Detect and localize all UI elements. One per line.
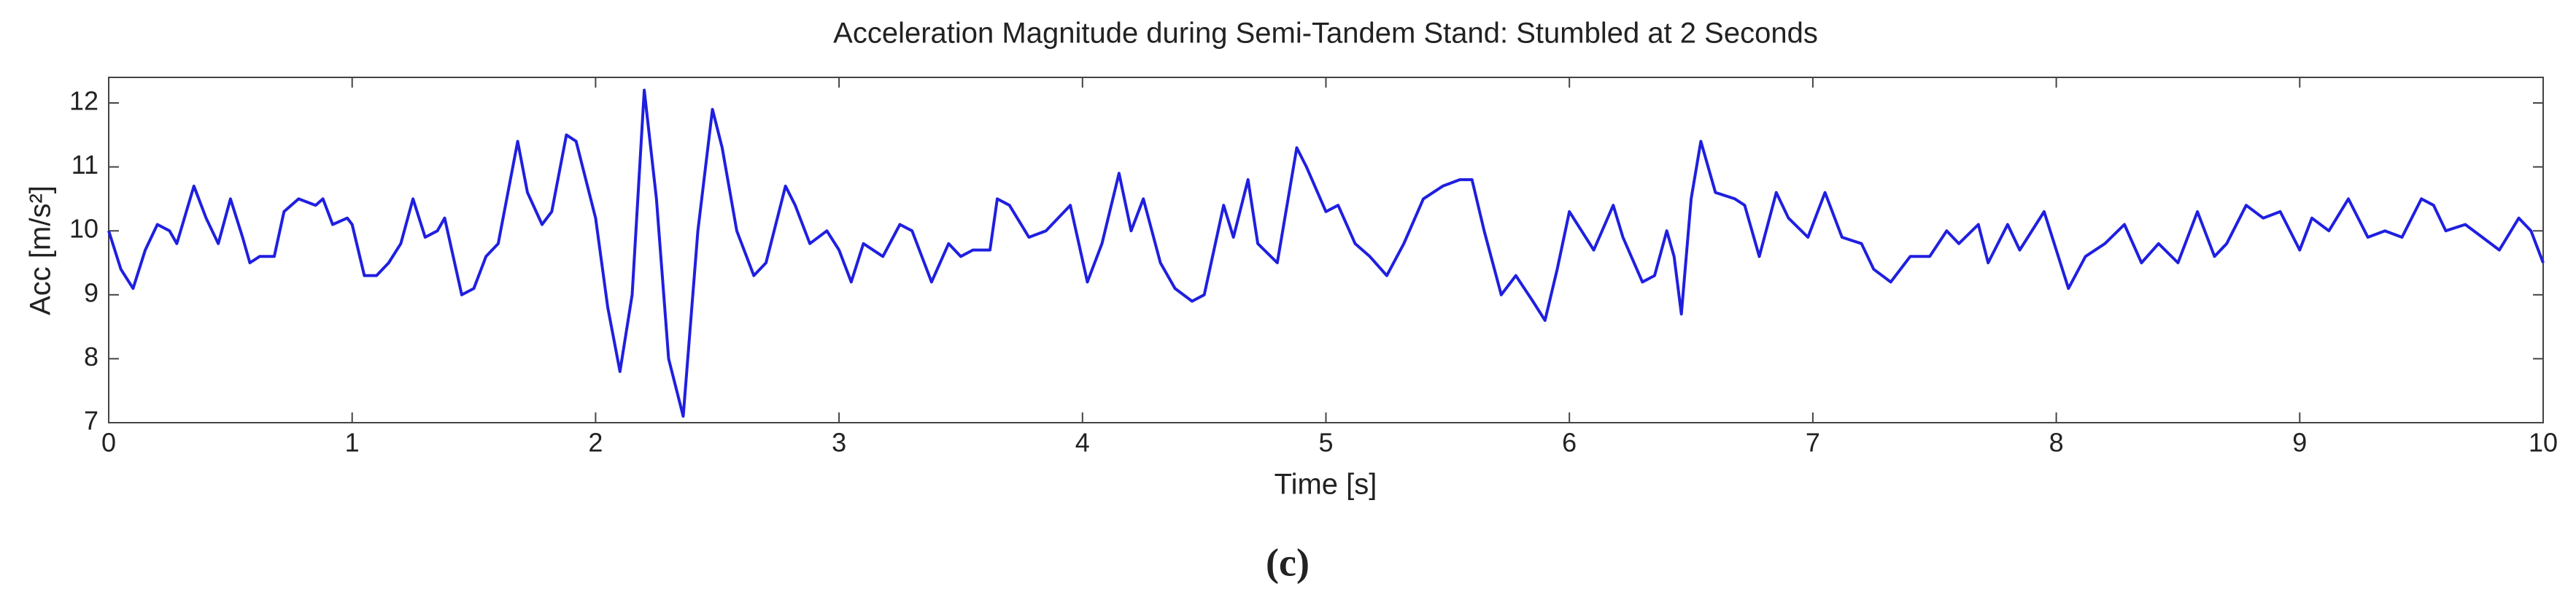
x-tick-label: 7 <box>1806 428 1820 458</box>
x-tick-label: 2 <box>588 428 603 458</box>
x-tick-label: 3 <box>832 428 846 458</box>
y-tick-label: 7 <box>84 406 98 436</box>
y-tick-label: 8 <box>84 342 98 372</box>
plot-frame <box>108 77 2544 423</box>
y-tick-label: 10 <box>69 214 98 244</box>
y-tick-label: 11 <box>71 150 98 180</box>
x-tick-label: 9 <box>2292 428 2307 458</box>
data-line <box>107 88 2545 418</box>
x-tick-label: 8 <box>2049 428 2064 458</box>
x-tick-label: 4 <box>1075 428 1090 458</box>
x-tick-label: 6 <box>1562 428 1577 458</box>
y-tick-label: 12 <box>69 86 98 116</box>
x-tick-label: 0 <box>101 428 116 458</box>
x-axis-label: Time [s] <box>1275 469 1377 501</box>
caption: (c) <box>1266 540 1310 584</box>
x-tick-label: 1 <box>345 428 360 458</box>
y-axis-label: Acc [m/s²] <box>25 185 57 315</box>
chart-title: Acceleration Magnitude during Semi-Tande… <box>833 18 1818 50</box>
x-tick-label: 10 <box>2529 428 2558 458</box>
y-tick-label: 9 <box>84 277 98 307</box>
x-tick-label: 5 <box>1318 428 1333 458</box>
